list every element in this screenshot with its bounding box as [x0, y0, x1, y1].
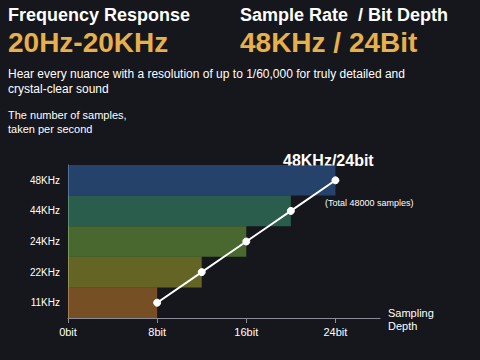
svg-text:Sample Rate / Bit Depth: Sample Rate / Bit Depth: [240, 5, 448, 25]
svg-text:20Hz-20KHz: 20Hz-20KHz: [8, 27, 168, 58]
svg-text:0bit: 0bit: [59, 326, 77, 338]
svg-text:(Total 48000 samples): (Total 48000 samples): [325, 198, 414, 208]
svg-text:Hear every nuance with a resol: Hear every nuance with a resolution of u…: [8, 67, 408, 81]
svg-text:16bit: 16bit: [234, 326, 258, 338]
svg-text:11KHz: 11KHz: [31, 297, 60, 308]
svg-text:Frequency Response: Frequency Response: [8, 5, 190, 25]
svg-text:taken per second: taken per second: [8, 123, 92, 135]
svg-text:44KHz: 44KHz: [30, 205, 60, 216]
svg-text:22KHz: 22KHz: [30, 267, 60, 278]
svg-text:48KHz/24bit: 48KHz/24bit: [283, 151, 374, 169]
svg-text:8bit: 8bit: [148, 326, 166, 338]
svg-text:24KHz: 24KHz: [30, 236, 60, 247]
svg-text:crystal-clear sound: crystal-clear sound: [8, 82, 109, 96]
svg-text:48KHz: 48KHz: [30, 175, 60, 186]
svg-text:Depth: Depth: [388, 320, 417, 332]
svg-text:24bit: 24bit: [323, 326, 347, 338]
svg-text:Sampling: Sampling: [388, 307, 434, 319]
svg-text:48KHz / 24Bit: 48KHz / 24Bit: [240, 27, 417, 58]
svg-text:The number of samples,: The number of samples,: [8, 109, 127, 121]
